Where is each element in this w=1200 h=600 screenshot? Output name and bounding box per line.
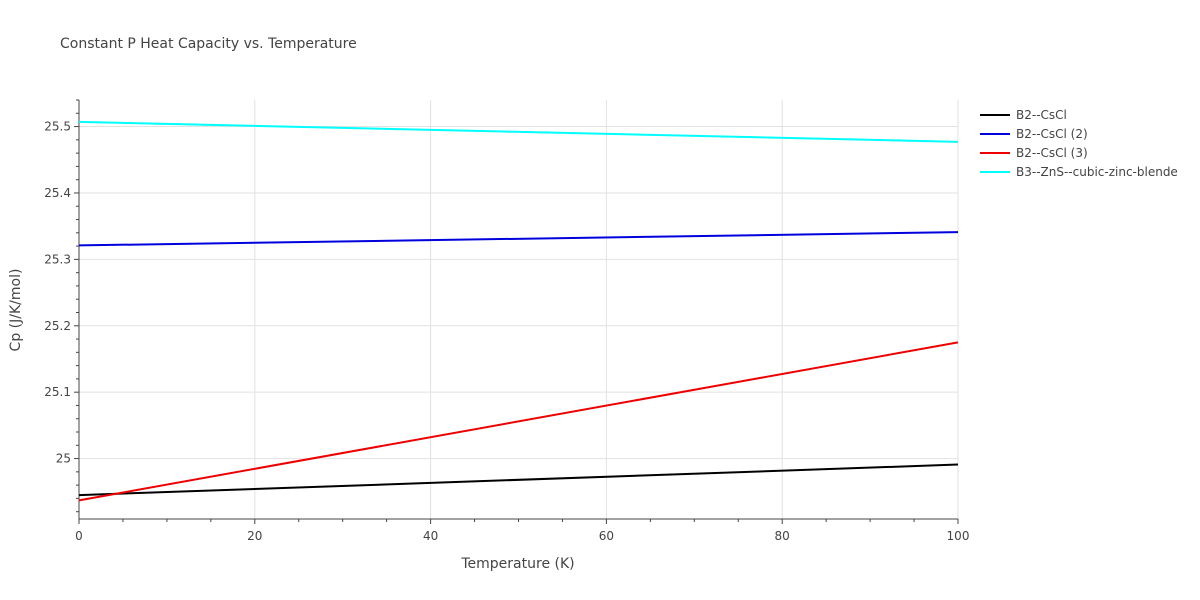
x-tick-label: 40 [423, 529, 438, 543]
y-tick-label: 25.5 [44, 120, 71, 134]
legend-label: B2--CsCl (3) [1016, 146, 1088, 160]
y-tick-label: 25.2 [44, 319, 71, 333]
x-tick-label: 20 [247, 529, 262, 543]
x-tick-label: 60 [599, 529, 614, 543]
legend-label: B2--CsCl (2) [1016, 127, 1088, 141]
y-tick-label: 25.3 [44, 252, 71, 266]
y-tick-label: 25.1 [44, 385, 71, 399]
series-line-1 [78, 463, 959, 497]
series-lines [78, 120, 959, 502]
x-axis-title: Temperature (K) [460, 556, 574, 572]
grid [79, 100, 959, 519]
x-tick-label: 0 [75, 529, 83, 543]
y-tick-label: 25.4 [44, 186, 71, 200]
series-line-4 [78, 120, 959, 143]
y-axis-title: Cp (J/K/mol) [8, 269, 24, 352]
series-line-2 [78, 231, 959, 247]
x-tick-label: 80 [775, 529, 790, 543]
x-tick-label: 100 [947, 529, 970, 543]
axes: 0 20 40 60 80 100 25 25.1 25.2 25.3 25.4 25.5 [44, 99, 970, 543]
chart-title: Constant P Heat Capacity vs. Temperature [60, 36, 357, 52]
legend-label: B2--CsCl [1016, 108, 1067, 122]
legend-label: B3--ZnS--cubic-zinc-blende [1016, 165, 1178, 179]
legend: B2--CsCl B2--CsCl (2) B2--CsCl (3) B3--ZnS-… [980, 108, 1178, 179]
y-tick-label: 25 [56, 452, 71, 466]
series-line-3 [78, 341, 959, 502]
